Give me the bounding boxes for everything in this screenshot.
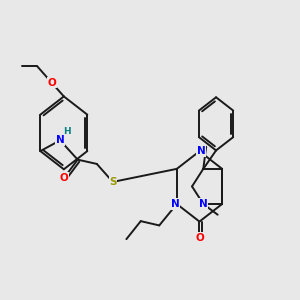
Text: N: N xyxy=(56,135,64,146)
Text: O: O xyxy=(47,78,56,88)
Text: N: N xyxy=(197,146,206,156)
Text: N: N xyxy=(199,199,208,209)
Text: O: O xyxy=(60,172,69,183)
Text: H: H xyxy=(63,127,71,136)
Text: N: N xyxy=(171,199,180,209)
Text: O: O xyxy=(195,233,204,243)
Text: S: S xyxy=(109,177,116,187)
